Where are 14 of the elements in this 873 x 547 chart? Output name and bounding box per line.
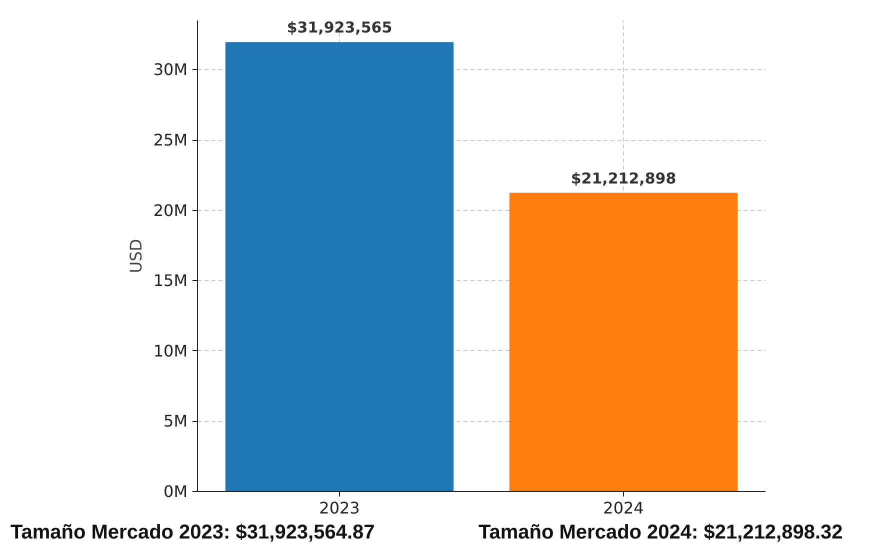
y-tick-label: 20M: [153, 200, 188, 220]
y-tick-label: 0M: [164, 482, 188, 501]
y-tick-label: 15M: [153, 271, 188, 290]
text: Tamaño Mercado 2024: $21,212,898.32: [478, 522, 843, 544]
y-tick-label: 10M: [153, 341, 188, 360]
data-label: $31,923,565: [286, 18, 392, 37]
x-tick-label: 2023: [319, 498, 360, 518]
y-tick-label: 25M: [153, 130, 188, 150]
text: Tamaño Mercado 2023: $31,923,564.87: [10, 522, 375, 544]
y-tick-label: 5M: [164, 412, 188, 431]
y-axis-title: USD: [126, 238, 146, 274]
y-tick-label: 30M: [153, 60, 188, 80]
x-tick-label: 2024: [603, 498, 644, 518]
data-label: $21,212,898: [570, 169, 676, 188]
